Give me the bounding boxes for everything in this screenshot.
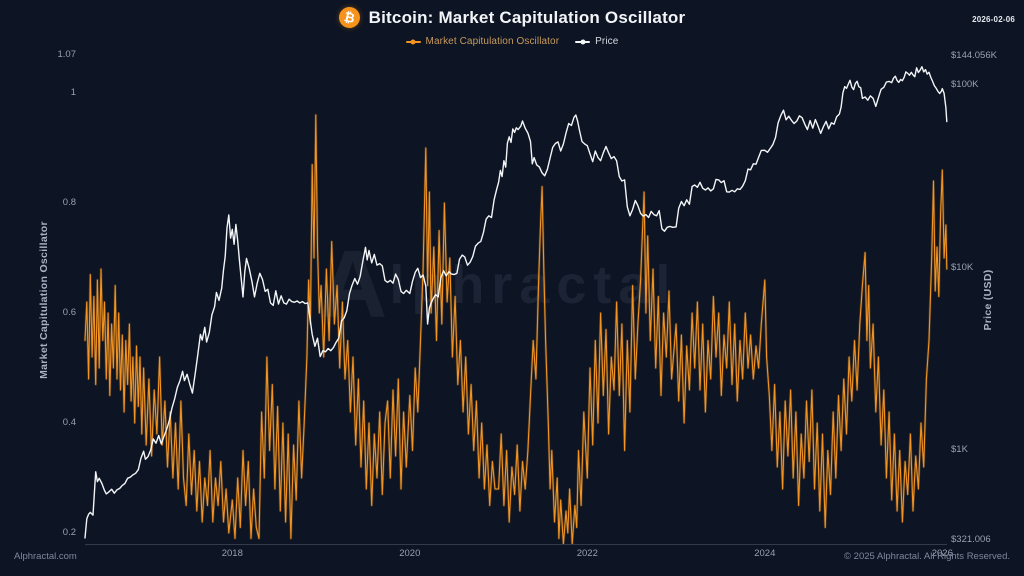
oscillator-series-marker-icon xyxy=(405,39,421,44)
date-badge: 2026-02-06 xyxy=(972,15,1015,24)
right-axis-title: Price (USD) xyxy=(982,269,994,331)
left-axis-tick-label: 0.4 xyxy=(62,417,76,428)
series-line-price xyxy=(84,65,948,539)
legend-label-price: Price xyxy=(595,36,619,47)
right-axis-tick-label: $144.056K xyxy=(951,50,997,62)
left-axis-tick-label: 0.8 xyxy=(62,197,76,208)
alphractal-site-link[interactable]: Alphractal.com xyxy=(14,551,77,562)
bitcoin-icon: ₿ xyxy=(336,5,362,30)
left-axis-title: Market Capitulation Oscillator xyxy=(38,221,50,379)
right-axis-tick-label: $321.006 xyxy=(951,534,991,546)
price-series-marker-icon xyxy=(575,39,591,44)
page-title: Bitcoin: Market Capitulation Oscillator xyxy=(368,7,686,27)
chart-legend: Market Capitulation Oscillator Price xyxy=(0,36,1024,47)
left-axis-tick-label: 1 xyxy=(70,87,76,98)
legend-label-oscillator: Market Capitulation Oscillator xyxy=(425,36,560,47)
chart-header: ₿ Bitcoin: Market Capitulation Oscillato… xyxy=(0,5,1024,30)
left-axis-tick-label: 0.2 xyxy=(62,527,76,538)
legend-item-oscillator[interactable]: Market Capitulation Oscillator xyxy=(405,36,560,47)
legend-item-price[interactable]: Price xyxy=(575,36,618,47)
x-axis-tick-label: 2026 xyxy=(931,548,953,559)
left-axis-tick-label: 1.07 xyxy=(57,48,77,60)
x-axis-tick-label: 2024 xyxy=(754,548,776,559)
bitcoin-glyph: ₿ xyxy=(342,9,356,26)
x-axis-tick-label: 2018 xyxy=(221,548,243,559)
right-axis-tick-label: $10K xyxy=(951,261,974,273)
right-axis-tick-label: $100K xyxy=(951,79,979,90)
series-line-oscillator xyxy=(84,114,948,545)
left-axis-tick-label: 0.6 xyxy=(62,307,76,318)
x-axis-tick-label: 2022 xyxy=(576,548,598,559)
x-axis-line xyxy=(85,544,947,545)
copyright-text: © 2025 Alphractal. All Rights Reserved. xyxy=(844,551,1010,562)
x-axis-tick-label: 2020 xyxy=(399,548,421,559)
right-axis-tick-label: $1K xyxy=(951,444,968,455)
